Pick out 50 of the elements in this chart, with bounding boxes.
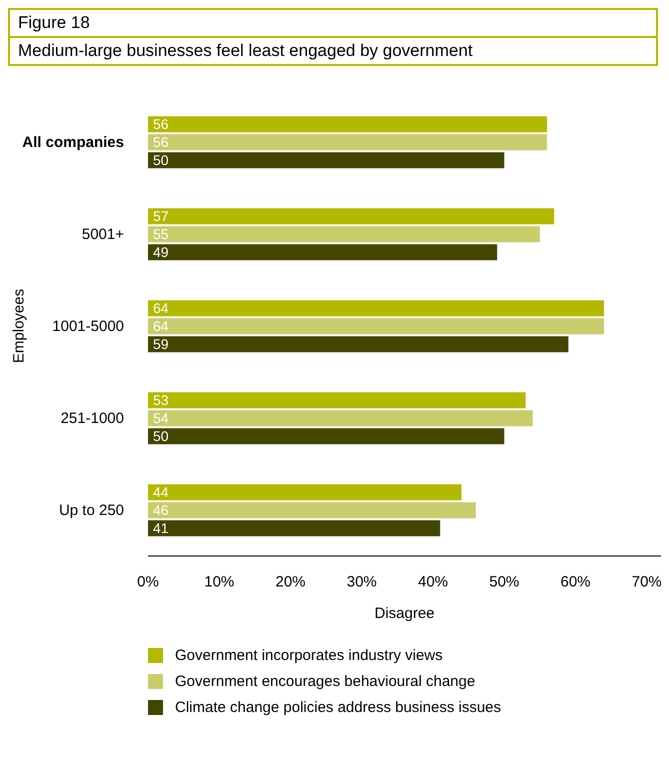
bar <box>148 152 504 168</box>
bar <box>148 116 547 132</box>
bar <box>148 392 526 408</box>
bar <box>148 484 462 500</box>
x-tick-label: 30% <box>346 574 377 591</box>
bar <box>148 134 547 150</box>
data-label: 56 <box>153 134 169 150</box>
legend-label: Climate change policies address business issues <box>175 698 502 716</box>
data-label: 59 <box>153 336 169 352</box>
x-tick-label: 70% <box>632 574 662 591</box>
data-label: 50 <box>153 428 169 444</box>
y-tick-label: 1001-5000 <box>52 318 124 335</box>
bar <box>148 226 540 242</box>
bar <box>148 244 498 260</box>
data-label: 46 <box>153 502 169 518</box>
legend-label: Government encourages behavioural change <box>175 672 476 690</box>
data-label: 64 <box>153 300 169 316</box>
x-tick-label: 50% <box>489 574 520 591</box>
data-label: 44 <box>153 484 169 500</box>
x-tick-label: 60% <box>560 574 591 591</box>
y-tick-label: 5001+ <box>82 226 124 243</box>
bar <box>148 318 604 334</box>
bar <box>148 410 533 426</box>
x-tick-label: 40% <box>418 574 448 591</box>
data-label: 64 <box>153 318 169 334</box>
bar <box>148 336 568 352</box>
legend-label: Government incorporates industry views <box>175 646 443 664</box>
bar <box>148 428 504 444</box>
x-axis-title: Disagree <box>374 605 435 622</box>
x-tick-label: 20% <box>275 574 306 591</box>
chart-subtitle: Medium-large businesses feel least engaged by government <box>8 36 658 66</box>
bar <box>148 502 476 518</box>
y-tick-label: Up to 250 <box>58 502 124 519</box>
bar <box>148 520 440 536</box>
x-tick-label: 0% <box>137 574 159 591</box>
y-tick-label: All companies <box>22 134 124 151</box>
data-label: 57 <box>153 208 169 224</box>
data-label: 49 <box>153 244 169 260</box>
data-label: 53 <box>153 392 169 408</box>
bar <box>148 208 554 224</box>
data-label: 41 <box>153 520 169 536</box>
data-label: 55 <box>153 226 169 242</box>
y-axis-title: Employees <box>10 288 28 364</box>
x-tick-label: 10% <box>204 574 234 591</box>
chart-title: Figure 18 <box>8 8 658 38</box>
data-label: 56 <box>153 116 169 132</box>
bar <box>148 300 604 316</box>
data-label: 54 <box>153 410 169 426</box>
y-tick-label: 251-1000 <box>60 410 124 427</box>
data-label: 50 <box>153 152 169 168</box>
